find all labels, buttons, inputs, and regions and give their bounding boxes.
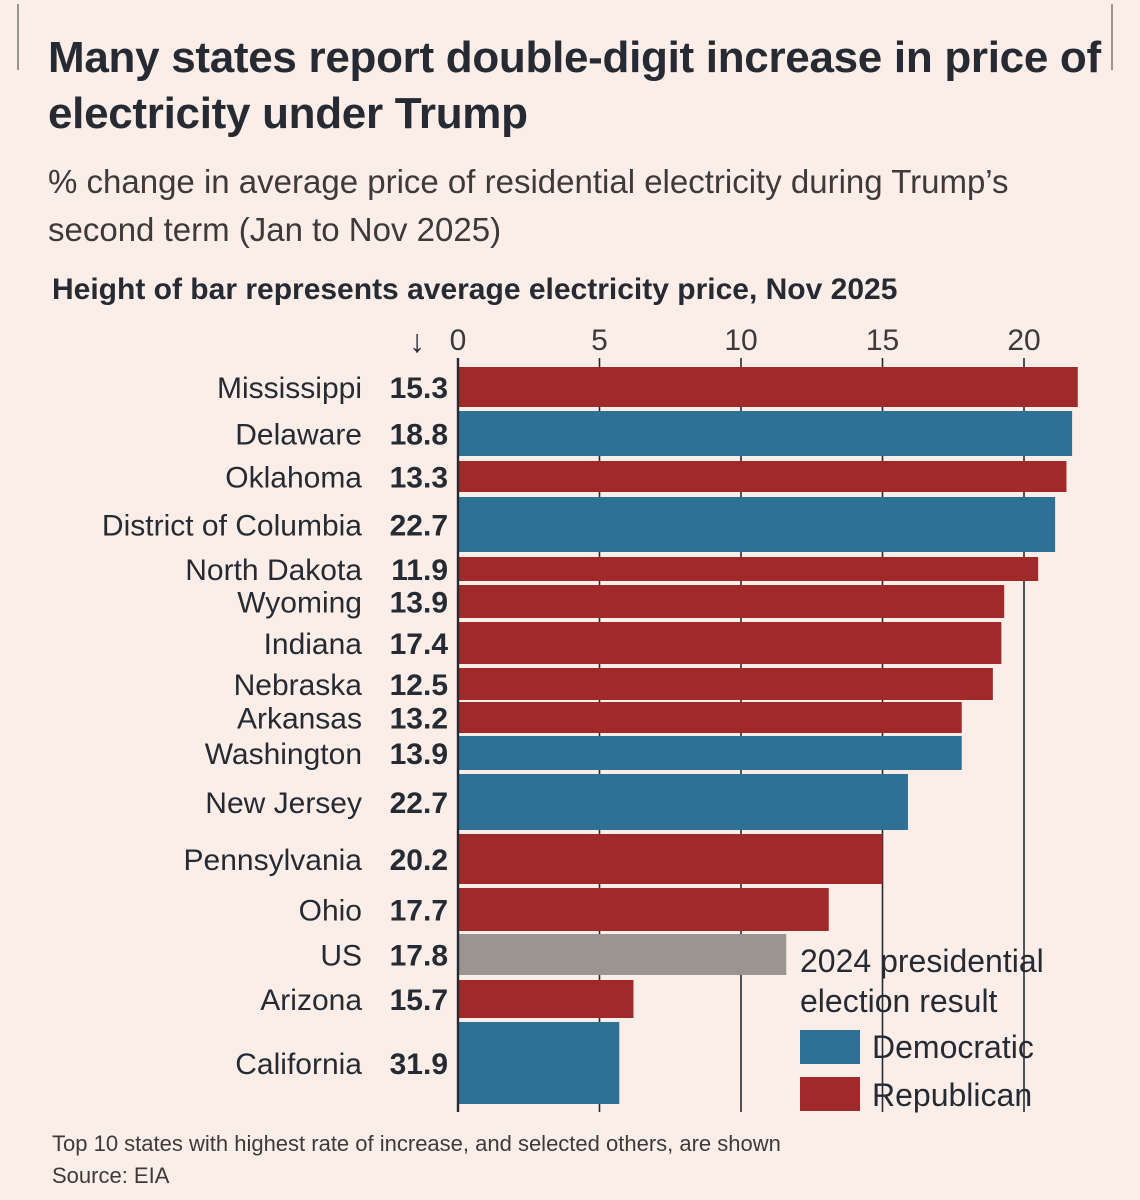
value-label-oklahoma: 13.3 (390, 462, 448, 495)
bar-mississippi (458, 367, 1078, 407)
bar-us (458, 934, 787, 975)
legend-swatch-republican (800, 1077, 860, 1111)
state-label-new-jersey: New Jersey (205, 787, 362, 820)
state-label-arizona: Arizona (260, 984, 362, 1017)
bar-nebraska (458, 668, 993, 700)
bar-indiana (458, 622, 1002, 664)
bar-new-jersey (458, 774, 908, 830)
state-label-ohio: Ohio (299, 895, 362, 928)
value-label-ohio: 17.7 (390, 895, 448, 928)
x-tick-label-0: 0 (450, 324, 467, 357)
value-label-new-jersey: 22.7 (390, 787, 448, 820)
value-label-wyoming: 13.9 (390, 587, 448, 620)
chart-subtitle: % change in average price of residential… (48, 163, 1009, 248)
bar-delaware (458, 411, 1073, 456)
bar-california (458, 1022, 620, 1104)
legend-label-democratic: Democratic (872, 1029, 1034, 1065)
state-label-north-dakota: North Dakota (185, 554, 362, 587)
bar-washington (458, 736, 962, 770)
bar-district-of-columbia (458, 497, 1056, 552)
bar-wyoming (458, 585, 1005, 618)
value-label-north-dakota: 11.9 (391, 554, 448, 587)
value-label-delaware: 18.8 (390, 419, 448, 452)
x-tick-label-20: 20 (1007, 324, 1040, 357)
value-label-washington: 13.9 (390, 738, 448, 771)
value-label-california: 31.9 (390, 1048, 448, 1081)
value-label-arizona: 15.7 (390, 984, 448, 1017)
value-label-arkansas: 13.2 (390, 703, 448, 736)
bar-arkansas (458, 702, 962, 733)
value-label-mississippi: 15.3 (390, 372, 448, 405)
bar-north-dakota (458, 557, 1039, 581)
value-label-nebraska: 12.5 (390, 669, 448, 702)
legend-title-line2: election result (800, 983, 998, 1019)
state-label-nebraska: Nebraska (234, 669, 363, 702)
footnote-text: Top 10 states with highest rate of incre… (52, 1131, 781, 1156)
state-label-washington: Washington (205, 738, 362, 771)
bar-arizona (458, 980, 634, 1018)
state-label-arkansas: Arkansas (237, 703, 362, 736)
footnote: Top 10 states with highest rate of incre… (52, 1128, 781, 1192)
value-label-indiana: 17.4 (390, 628, 449, 661)
state-label-indiana: Indiana (264, 628, 363, 661)
state-label-delaware: Delaware (235, 419, 362, 452)
bar-pennsylvania (458, 834, 883, 884)
value-label-district-of-columbia: 22.7 (390, 510, 448, 543)
value-label-pennsylvania: 20.2 (390, 844, 448, 877)
down-arrow-icon: ↓ (409, 323, 425, 359)
state-label-wyoming: Wyoming (237, 587, 362, 620)
legend-title-line1: 2024 presidential (800, 943, 1044, 979)
state-label-us: US (320, 940, 362, 973)
chart-title: Many states report double-digit increase… (48, 33, 1101, 138)
frame-left-line (17, 4, 19, 70)
source-text: Source: EIA (52, 1163, 170, 1188)
bar-height-note: Height of bar represents average electri… (52, 273, 898, 306)
legend-label-republican: Republican (872, 1077, 1032, 1113)
x-tick-label-15: 15 (866, 324, 899, 357)
state-label-district-of-columbia: District of Columbia (102, 510, 362, 543)
state-label-mississippi: Mississippi (217, 372, 362, 405)
value-label-us: 17.8 (390, 940, 448, 973)
bar-ohio (458, 888, 829, 931)
legend-swatch-democratic (800, 1030, 860, 1064)
state-label-pennsylvania: Pennsylvania (184, 844, 363, 877)
state-label-oklahoma: Oklahoma (225, 462, 362, 495)
bar-oklahoma (458, 461, 1067, 492)
frame-right-line (1111, 4, 1113, 70)
state-label-california: California (235, 1048, 362, 1081)
x-tick-label-5: 5 (591, 324, 608, 357)
x-tick-label-10: 10 (724, 324, 757, 357)
